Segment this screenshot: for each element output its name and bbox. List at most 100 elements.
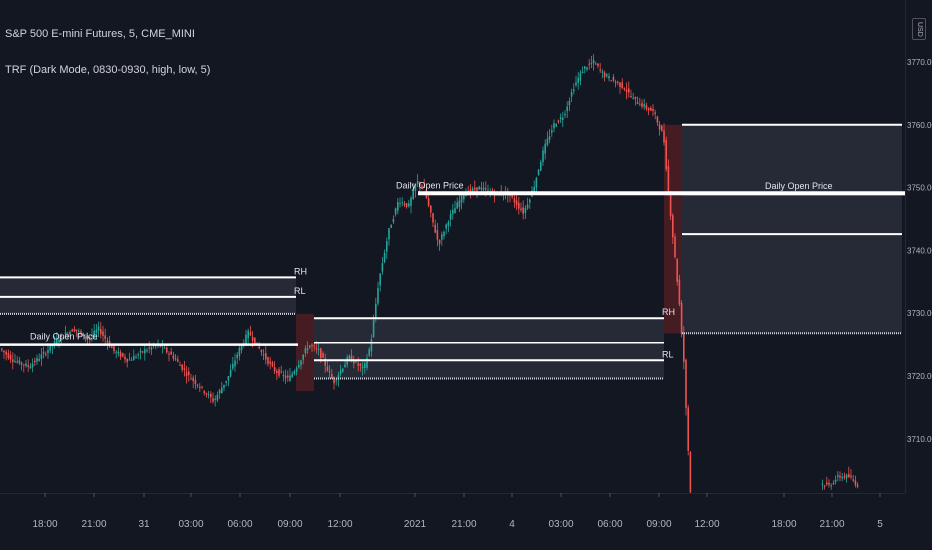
candle-body: [830, 485, 832, 487]
candle-body: [36, 357, 38, 362]
candle-body: [216, 394, 219, 401]
candle-body: [562, 117, 564, 121]
candle-body: [201, 386, 203, 388]
candle-body: [577, 77, 579, 83]
candle-body: [249, 332, 252, 336]
candle-body: [650, 108, 652, 111]
candle-body: [23, 364, 25, 366]
candle-body: [27, 364, 29, 367]
candle-body: [234, 360, 236, 367]
candle-body: [174, 358, 177, 360]
candle-body: [331, 374, 333, 379]
candle-body: [16, 361, 18, 363]
candle-body: [839, 475, 841, 478]
candle-body: [617, 81, 619, 83]
candle-body: [326, 366, 329, 371]
candle-body: [207, 394, 210, 396]
candle-body: [172, 355, 175, 359]
candle-body: [566, 106, 568, 112]
price-tick-label: 3740.00: [907, 246, 932, 255]
candle-body: [229, 369, 232, 377]
candle-body: [117, 351, 120, 354]
time-tick-label: 12:00: [327, 519, 352, 530]
candle-body: [144, 349, 146, 354]
price-chart[interactable]: RH RL Daily Open Price RH RL Daily Open Price…: [0, 0, 905, 493]
candle-body: [581, 71, 584, 74]
indicator-legend[interactable]: TRF (Dark Mode, 0830-0930, high, low, 5): [5, 64, 211, 76]
candle-body: [111, 346, 113, 349]
candle-body: [676, 259, 678, 282]
candle-body: [599, 69, 601, 71]
candle-body: [513, 198, 516, 203]
candle-body: [282, 374, 285, 376]
candle-body: [313, 345, 315, 347]
candle-body: [100, 329, 102, 335]
candle-body: [628, 88, 630, 93]
symbol-legend[interactable]: S&P 500 E-mini Futures, 5, CME_MINI: [5, 28, 195, 40]
candle-body: [683, 332, 685, 362]
candle-body: [14, 361, 16, 363]
candle-body: [3, 350, 5, 353]
candle-body: [58, 339, 60, 343]
candle-body: [361, 366, 364, 369]
candle-body: [590, 63, 593, 65]
candle-body: [447, 221, 450, 226]
candle-body: [199, 386, 201, 388]
candle-body: [460, 194, 463, 203]
candle-body: [542, 150, 544, 163]
candle-body: [482, 187, 485, 190]
currency-badge[interactable]: USD: [912, 18, 926, 40]
candles: [1, 54, 859, 493]
candle-body: [511, 193, 513, 198]
candle-body: [80, 331, 82, 333]
candle-body: [271, 362, 274, 367]
candle-body: [434, 224, 436, 233]
candle-body: [194, 379, 197, 385]
price-tick-label: 3720.00: [907, 372, 932, 381]
candle-body: [205, 393, 208, 395]
candle-body: [203, 391, 205, 394]
candle-body: [438, 239, 441, 244]
candle-body: [597, 63, 599, 66]
candle-body: [645, 105, 648, 109]
candle-body: [29, 366, 32, 369]
candle-body: [141, 351, 144, 353]
candle-body: [669, 193, 672, 217]
candle-body: [436, 230, 439, 240]
candle-body: [397, 202, 399, 211]
candle-body: [601, 71, 604, 73]
candle-body: [179, 364, 181, 366]
range-low-label: RL: [662, 349, 674, 359]
price-axis[interactable]: 3710.00 3720.00 3730.00 3740.00 3750.00 3760.…: [905, 0, 932, 550]
candle-body: [320, 348, 322, 358]
candle-body: [608, 76, 610, 79]
candle-body: [383, 252, 386, 263]
candle-body: [89, 337, 91, 339]
candle-body: [192, 377, 194, 381]
price-tick-label: 3750.00: [907, 184, 932, 193]
candle-body: [632, 97, 634, 99]
candle-body: [31, 363, 34, 368]
candle-body: [359, 363, 362, 367]
candle-body: [636, 102, 639, 104]
candle-body: [586, 67, 588, 70]
candle-body: [221, 387, 223, 394]
candle-body: [537, 169, 540, 175]
candle-body: [405, 203, 408, 207]
candle-body: [60, 334, 62, 338]
candle-body: [5, 351, 7, 355]
candle-body: [295, 368, 298, 372]
candle-body: [302, 354, 304, 360]
candle-body: [133, 355, 135, 361]
candle-body: [51, 345, 54, 347]
opening-range-boxes: [0, 124, 902, 392]
candle-body: [665, 139, 667, 170]
candle-body: [401, 202, 403, 204]
candle-body: [623, 88, 626, 90]
daily-open-label: Daily Open Price: [30, 332, 98, 342]
candle-body: [256, 342, 258, 344]
time-tick-label: 06:00: [227, 519, 252, 530]
candle-body: [454, 208, 456, 214]
candle-body: [344, 364, 346, 368]
time-axis[interactable]: 18:00 21:00 31 03:00 06:00 09:00 12:00 2021 21:0…: [0, 493, 932, 550]
